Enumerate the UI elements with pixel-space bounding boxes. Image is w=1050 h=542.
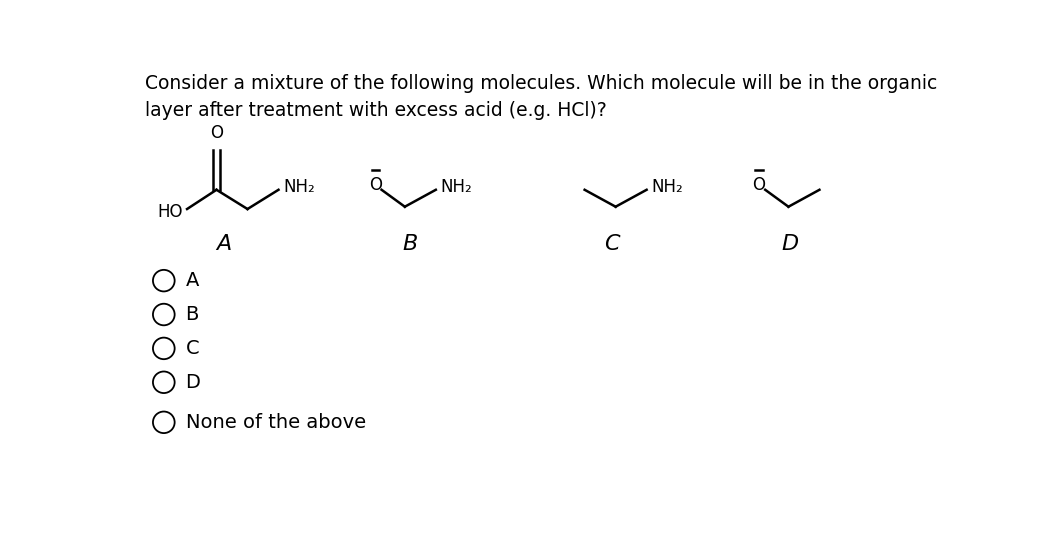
- Text: None of the above: None of the above: [186, 413, 365, 432]
- Text: NH₂: NH₂: [651, 178, 682, 196]
- Text: D: D: [186, 373, 201, 392]
- Text: Consider a mixture of the following molecules. Which molecule will be in the org: Consider a mixture of the following mole…: [145, 74, 938, 93]
- Text: NH₂: NH₂: [441, 178, 472, 196]
- Text: B: B: [402, 234, 418, 254]
- Text: C: C: [186, 339, 200, 358]
- Text: HO: HO: [156, 203, 183, 221]
- Text: B: B: [186, 305, 198, 324]
- Text: O: O: [753, 176, 765, 194]
- Text: A: A: [186, 271, 198, 290]
- Text: D: D: [781, 234, 799, 254]
- Text: O: O: [369, 176, 382, 194]
- Text: NH₂: NH₂: [284, 178, 315, 196]
- Text: layer after treatment with excess acid (e.g. HCl)?: layer after treatment with excess acid (…: [145, 101, 607, 120]
- Text: A: A: [216, 234, 232, 254]
- Text: O: O: [210, 124, 223, 142]
- Text: C: C: [604, 234, 620, 254]
